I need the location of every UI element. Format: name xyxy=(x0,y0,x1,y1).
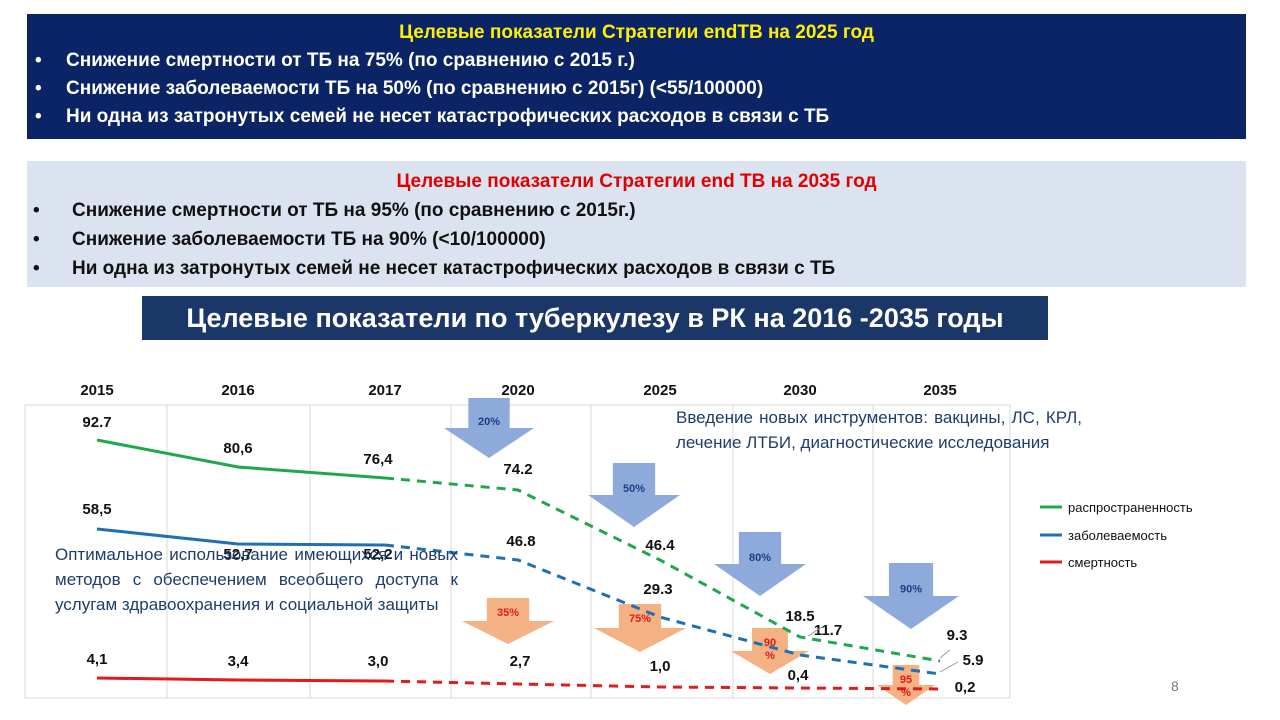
list-item: • Снижение заболеваемости ТБ на 50% (по с… xyxy=(27,75,1246,103)
data-label: 74.2 xyxy=(503,461,532,478)
series-line-prevalence xyxy=(96,438,386,480)
data-label: 46.8 xyxy=(506,533,535,550)
bullet-icon: • xyxy=(35,50,42,71)
series-line-mortality xyxy=(96,676,386,683)
data-label: 29.3 xyxy=(643,581,672,598)
targets-2035-title: Целевые показатели Стратегии end ТВ на 2… xyxy=(396,171,877,192)
bullet-icon: • xyxy=(33,200,40,221)
reduction-label-blue: 20% xyxy=(478,416,500,428)
leader-line xyxy=(939,661,959,673)
leader-line xyxy=(807,626,823,637)
page-number: 8 xyxy=(1171,678,1179,694)
legend-label: заболеваемость xyxy=(1068,528,1167,543)
year-tick-label: 2015 xyxy=(80,382,113,399)
targets-2025-box: Целевые показатели Стратегии endTB на 20… xyxy=(27,14,1246,139)
data-label: 76,4 xyxy=(363,451,393,468)
reduction-arrow-blue xyxy=(444,398,534,458)
bullet-icon: • xyxy=(33,229,40,250)
series-forecast-mortality xyxy=(384,679,941,691)
year-tick-label: 2030 xyxy=(783,382,816,399)
legend-label: смертность xyxy=(1068,555,1137,570)
reduction-arrow-orange xyxy=(731,628,809,674)
year-tick-label: 2035 xyxy=(923,382,956,399)
reduction-arrows: 20%50%80%90%35% 75%90%95% xyxy=(444,398,959,705)
year-tick-label: 2017 xyxy=(368,382,401,399)
targets-2025-list: • Снижение смертности от ТБ на 75% (по ср… xyxy=(27,47,1246,131)
data-label: 11.7 xyxy=(814,622,842,639)
year-tick-labels: 2015 2016 2017 2020 2025 2030 2035 xyxy=(80,382,956,399)
targets-2025-title: Целевые показатели Стратегии endTB на 20… xyxy=(399,22,874,43)
targets-2035-box: Целевые показатели Стратегии end ТВ на 2… xyxy=(27,161,1246,287)
reduction-arrow-blue xyxy=(863,563,959,629)
data-label: 4,1 xyxy=(87,651,108,668)
reduction-label-blue: 50% xyxy=(623,483,645,495)
data-label: 0,4 xyxy=(788,667,810,684)
year-tick-label: 2016 xyxy=(221,382,254,399)
chart-title: Целевые показатели по туберкулезу в РК н… xyxy=(142,296,1048,340)
reduction-label-orange: 75% xyxy=(629,613,651,625)
year-tick-label: 2025 xyxy=(643,382,676,399)
list-item: • Ни одна из затронутых семей не несет ка… xyxy=(27,103,1246,131)
reduction-arrow-orange xyxy=(462,598,554,644)
series-forecast-prevalence xyxy=(384,476,941,663)
data-label: 52,7 xyxy=(223,546,252,563)
data-label: 9.3 xyxy=(947,627,968,644)
data-label: 5.9 xyxy=(963,652,984,669)
data-label: 18.5 xyxy=(785,608,814,625)
legend: распространенность заболеваемость смертнос… xyxy=(1040,500,1193,570)
list-item: • Снижение смертности от ТБ на 95% (по ср… xyxy=(27,196,1246,225)
data-label: 3,4 xyxy=(228,653,250,670)
list-item: • Ни одна из затронутых семей не несет ка… xyxy=(27,254,1246,283)
reduction-label-orange: 95 xyxy=(900,674,912,686)
data-label: 1,0 xyxy=(650,658,671,675)
data-label: 92.7 xyxy=(82,414,111,431)
reduction-label-orange: % xyxy=(901,687,911,699)
legend-label: распространенность xyxy=(1068,500,1193,515)
reduction-label-blue: 90% xyxy=(900,584,922,596)
data-label: 46.4 xyxy=(645,537,675,554)
data-label: 58,5 xyxy=(82,501,111,518)
year-tick-label: 2020 xyxy=(501,382,534,399)
reduction-label-blue: 80% xyxy=(749,552,771,564)
data-label: 52,2 xyxy=(363,546,392,563)
list-item: • Снижение смертности от ТБ на 75% (по ср… xyxy=(27,47,1246,75)
series-line-incidence xyxy=(96,527,386,547)
bullet-icon: • xyxy=(35,106,42,127)
reduction-label-orange: % xyxy=(765,650,775,662)
reduction-arrow-blue xyxy=(588,463,680,527)
plot-area xyxy=(24,404,1011,699)
data-labels: 92.7 80,6 76,4 74.2 46.4 18.5 9.3 58,5 52,7 52,2 4… xyxy=(82,414,983,696)
series-lines xyxy=(96,438,941,691)
reduction-label-orange: 35% xyxy=(497,607,519,619)
list-item: • Снижение заболеваемости ТБ на 90% (<10/… xyxy=(27,225,1246,254)
reduction-arrow-orange xyxy=(594,604,686,652)
data-label: 0,2 xyxy=(955,679,976,696)
series-forecast-incidence xyxy=(384,543,941,676)
data-label: 3,0 xyxy=(368,653,389,670)
bullet-icon: • xyxy=(35,78,42,99)
data-label: 2,7 xyxy=(510,653,531,670)
data-label: 80,6 xyxy=(223,440,252,457)
reduction-label-orange: 90 xyxy=(764,637,776,649)
bullet-icon: • xyxy=(33,258,40,279)
reduction-arrow-orange xyxy=(877,665,935,705)
new-tools-note: Введение новых инструментов: вакцины, ЛС… xyxy=(676,408,1082,452)
targets-2035-list: • Снижение смертности от ТБ на 95% (по ср… xyxy=(27,196,1246,283)
optimal-use-note: Оптимальное использование имеющихся и но… xyxy=(55,545,458,614)
leader-line xyxy=(939,649,951,659)
reduction-arrow-blue xyxy=(714,532,806,596)
